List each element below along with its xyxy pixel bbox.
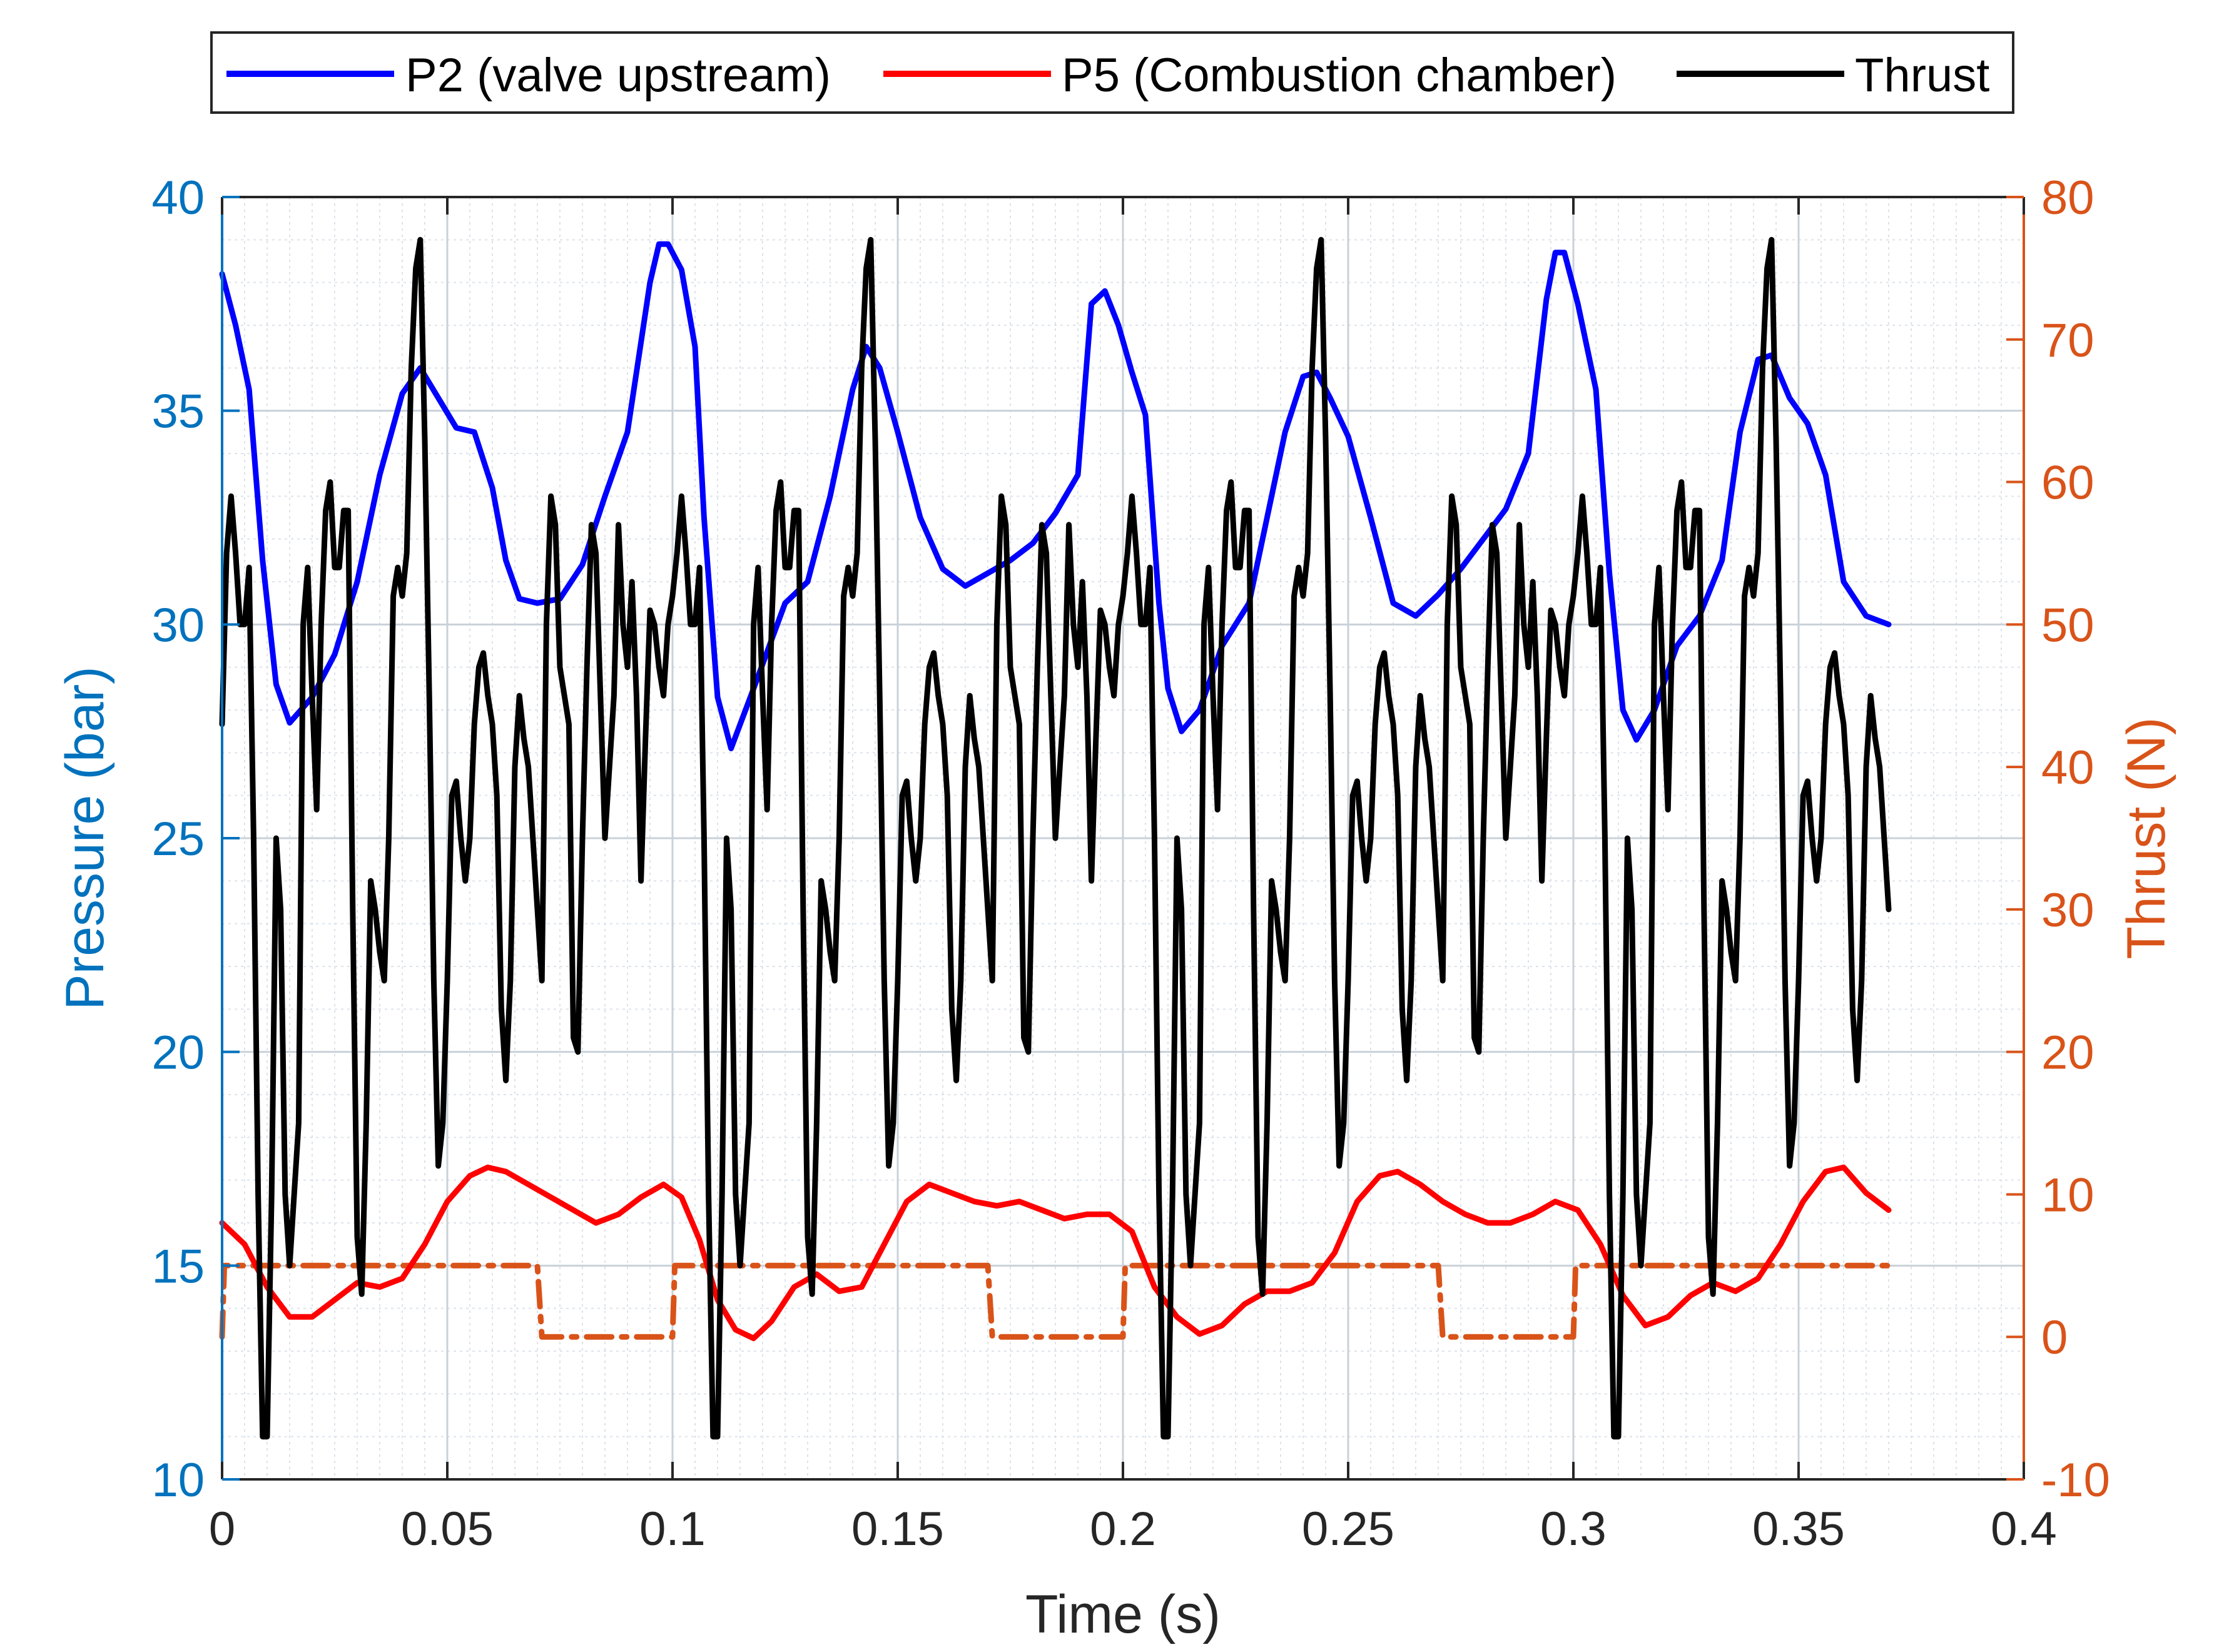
x-tick-label: 0.4 [1991, 1503, 2057, 1556]
series-line-p2 [219, 241, 1892, 751]
legend-label-thrust: Thrust [1855, 49, 1989, 102]
x-tick-label: 0.15 [851, 1503, 944, 1556]
right-y-tick-label: 30 [2041, 884, 2094, 937]
x-tick-label: 0.25 [1302, 1503, 1394, 1556]
right-y-tick-label: 80 [2041, 171, 2094, 225]
left-y-tick-label: 25 [151, 813, 205, 866]
axes-layer: 0 0.05 0.1 0.15 0.2 0.25 0.3 0.35 0.4 10 15 20 25 30 3… [151, 171, 2110, 1556]
right-y-axis-label: Thrust (N) [2116, 717, 2176, 960]
series-line-thrust [219, 236, 1892, 1440]
right-y-tick-label: 70 [2041, 314, 2094, 367]
right-y-tick-label: 60 [2041, 457, 2094, 510]
left-y-axis-label: Pressure (bar) [55, 666, 115, 1010]
right-y-tick-label: 20 [2041, 1026, 2094, 1080]
valve-signal-line [219, 1262, 1892, 1340]
right-y-tick-label: -10 [2041, 1454, 2110, 1507]
left-y-tick-label: 40 [151, 171, 205, 225]
legend: P2 (valve upstream) P5 (Combustion chamb… [210, 31, 2014, 114]
x-tick-label: 0 [209, 1503, 235, 1556]
x-tick-label: 0.05 [401, 1503, 494, 1556]
legend-label-p5: P5 (Combustion chamber) [1062, 49, 1617, 102]
right-y-tick-label: 50 [2041, 599, 2094, 652]
x-tick-label: 0.1 [639, 1503, 706, 1556]
right-y-tick-label: 10 [2041, 1168, 2094, 1222]
left-y-tick-label: 20 [151, 1026, 205, 1080]
left-y-tick-label: 10 [151, 1454, 205, 1507]
left-y-tick-label: 30 [151, 599, 205, 652]
x-tick-label: 0.3 [1540, 1503, 1607, 1556]
right-y-tick-label: 0 [2041, 1311, 2068, 1364]
left-y-tick-label: 35 [151, 385, 205, 438]
x-axis-label: Time (s) [1025, 1584, 1221, 1644]
x-tick-label: 0.35 [1752, 1503, 1845, 1556]
legend-label-p2: P2 (valve upstream) [405, 49, 831, 102]
x-tick-label: 0.2 [1090, 1503, 1156, 1556]
series-layer [219, 236, 1892, 1440]
left-y-tick-label: 15 [151, 1240, 205, 1293]
right-y-tick-label: 40 [2041, 741, 2094, 794]
